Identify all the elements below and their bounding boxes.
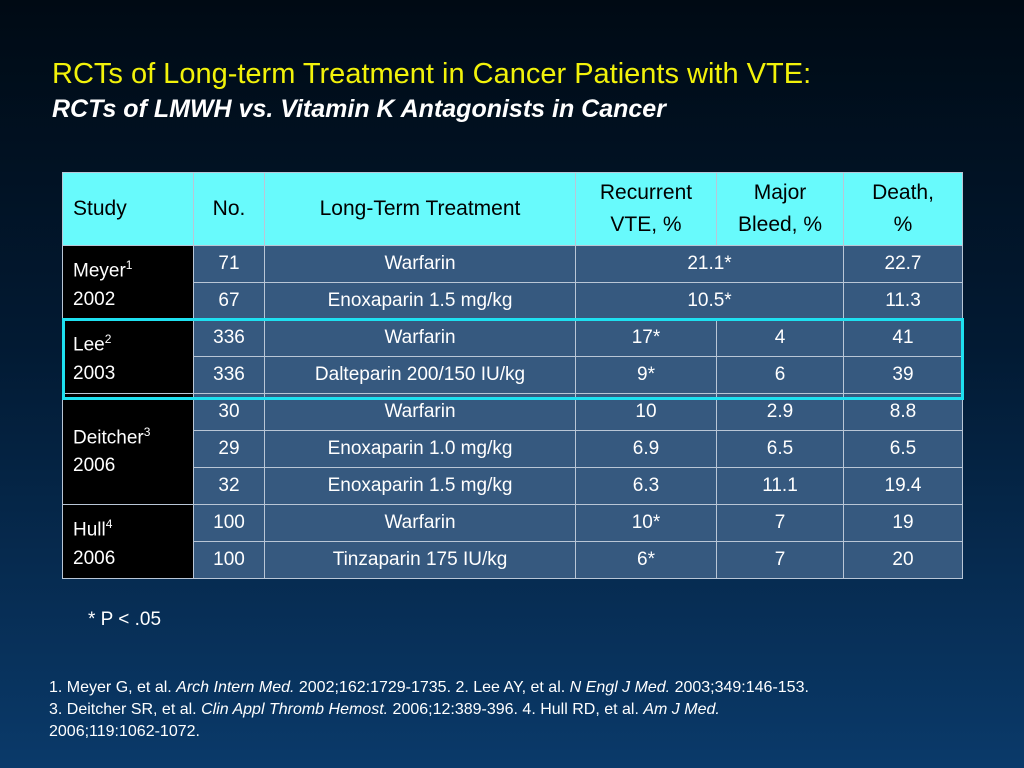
header-no: No. bbox=[193, 172, 265, 246]
cell-recurrent: 10 bbox=[575, 393, 717, 431]
cell-treatment: Enoxaparin 1.5 mg/kg bbox=[264, 282, 576, 320]
cell-death: 19.4 bbox=[843, 467, 963, 505]
study-meyer: Meyer1 2002 bbox=[62, 245, 194, 320]
cell-recurrent: 6* bbox=[575, 541, 717, 579]
cell-bleed: 4 bbox=[716, 319, 844, 357]
cell-recurrent-bleed: 10.5* bbox=[575, 282, 844, 320]
table-row: Lee2 2003 336 Warfarin 17* 4 41 bbox=[62, 319, 963, 394]
header-death: Death,% bbox=[843, 172, 963, 246]
cell-no: 100 bbox=[193, 541, 265, 579]
slide-subtitle: RCTs of LMWH vs. Vitamin K Antagonists i… bbox=[52, 95, 666, 123]
cell-no: 67 bbox=[193, 282, 265, 320]
cell-recurrent: 10* bbox=[575, 504, 717, 542]
cell-no: 336 bbox=[193, 319, 265, 357]
cell-treatment: Warfarin bbox=[264, 393, 576, 431]
header-recurrent-vte: Recurrent VTE, % bbox=[575, 172, 717, 246]
table-row: 336 Dalteparin 200/150 IU/kg 9* 6 39 bbox=[63, 356, 963, 394]
cell-death: 41 bbox=[843, 319, 963, 357]
cell-no: 29 bbox=[193, 430, 265, 468]
study-deitcher: Deitcher3 2006 bbox=[62, 393, 194, 505]
cell-death: 19 bbox=[843, 504, 963, 542]
cell-death: 6.5 bbox=[843, 430, 963, 468]
cell-death: 20 bbox=[843, 541, 963, 579]
table-row: 29 Enoxaparin 1.0 mg/kg 6.9 6.5 6.5 bbox=[63, 430, 963, 468]
study-hull: Hull4 2006 bbox=[62, 504, 194, 579]
cell-bleed: 7 bbox=[716, 504, 844, 542]
cell-recurrent: 9* bbox=[575, 356, 717, 394]
header-treatment: Long-Term Treatment bbox=[264, 172, 576, 246]
slide-title: RCTs of Long-term Treatment in Cancer Pa… bbox=[52, 58, 812, 90]
cell-death: 8.8 bbox=[843, 393, 963, 431]
cell-treatment: Warfarin bbox=[264, 319, 576, 357]
cell-treatment: Dalteparin 200/150 IU/kg bbox=[264, 356, 576, 394]
table-header-row: Study No. Long-Term Treatment Recurrent V… bbox=[62, 172, 963, 246]
cell-no: 30 bbox=[193, 393, 265, 431]
cell-recurrent-bleed: 21.1* bbox=[575, 245, 844, 283]
cell-recurrent: 17* bbox=[575, 319, 717, 357]
cell-treatment: Enoxaparin 1.0 mg/kg bbox=[264, 430, 576, 468]
cell-death: 22.7 bbox=[843, 245, 963, 283]
cell-bleed: 7 bbox=[716, 541, 844, 579]
cell-death: 39 bbox=[843, 356, 963, 394]
cell-treatment: Enoxaparin 1.5 mg/kg bbox=[264, 467, 576, 505]
cell-bleed: 6 bbox=[716, 356, 844, 394]
rct-table: Study No. Long-Term Treatment Recurrent V… bbox=[62, 172, 963, 579]
significance-footnote: * P < .05 bbox=[88, 609, 162, 630]
cell-no: 100 bbox=[193, 504, 265, 542]
table-row: 67 Enoxaparin 1.5 mg/kg 10.5* 11.3 bbox=[63, 282, 963, 320]
table-row: Hull4 2006 100 Warfarin 10* 7 19 bbox=[62, 504, 963, 579]
cell-treatment: Tinzaparin 175 IU/kg bbox=[264, 541, 576, 579]
cell-recurrent: 6.9 bbox=[575, 430, 717, 468]
cell-bleed: 2.9 bbox=[716, 393, 844, 431]
table-row: 100 Tinzaparin 175 IU/kg 6* 7 20 bbox=[63, 541, 963, 579]
cell-bleed: 11.1 bbox=[716, 467, 844, 505]
header-study: Study bbox=[62, 172, 194, 246]
cell-bleed: 6.5 bbox=[716, 430, 844, 468]
cell-treatment: Warfarin bbox=[264, 245, 576, 283]
cell-no: 71 bbox=[193, 245, 265, 283]
cell-treatment: Warfarin bbox=[264, 504, 576, 542]
cell-no: 32 bbox=[193, 467, 265, 505]
table-row: 32 Enoxaparin 1.5 mg/kg 6.3 11.1 19.4 bbox=[63, 467, 963, 505]
cell-no: 336 bbox=[193, 356, 265, 394]
cell-recurrent: 6.3 bbox=[575, 467, 717, 505]
table-row: Deitcher3 2006 30 Warfarin 10 2.9 8.8 bbox=[62, 393, 963, 505]
references: 1. Meyer G, et al. Arch Intern Med. 2002… bbox=[49, 679, 809, 740]
header-major-bleed: Major Bleed, % bbox=[716, 172, 844, 246]
cell-death: 11.3 bbox=[843, 282, 963, 320]
study-lee: Lee2 2003 bbox=[62, 319, 194, 394]
table-row: Meyer1 2002 71 Warfarin 21.1* 22.7 bbox=[62, 245, 963, 320]
